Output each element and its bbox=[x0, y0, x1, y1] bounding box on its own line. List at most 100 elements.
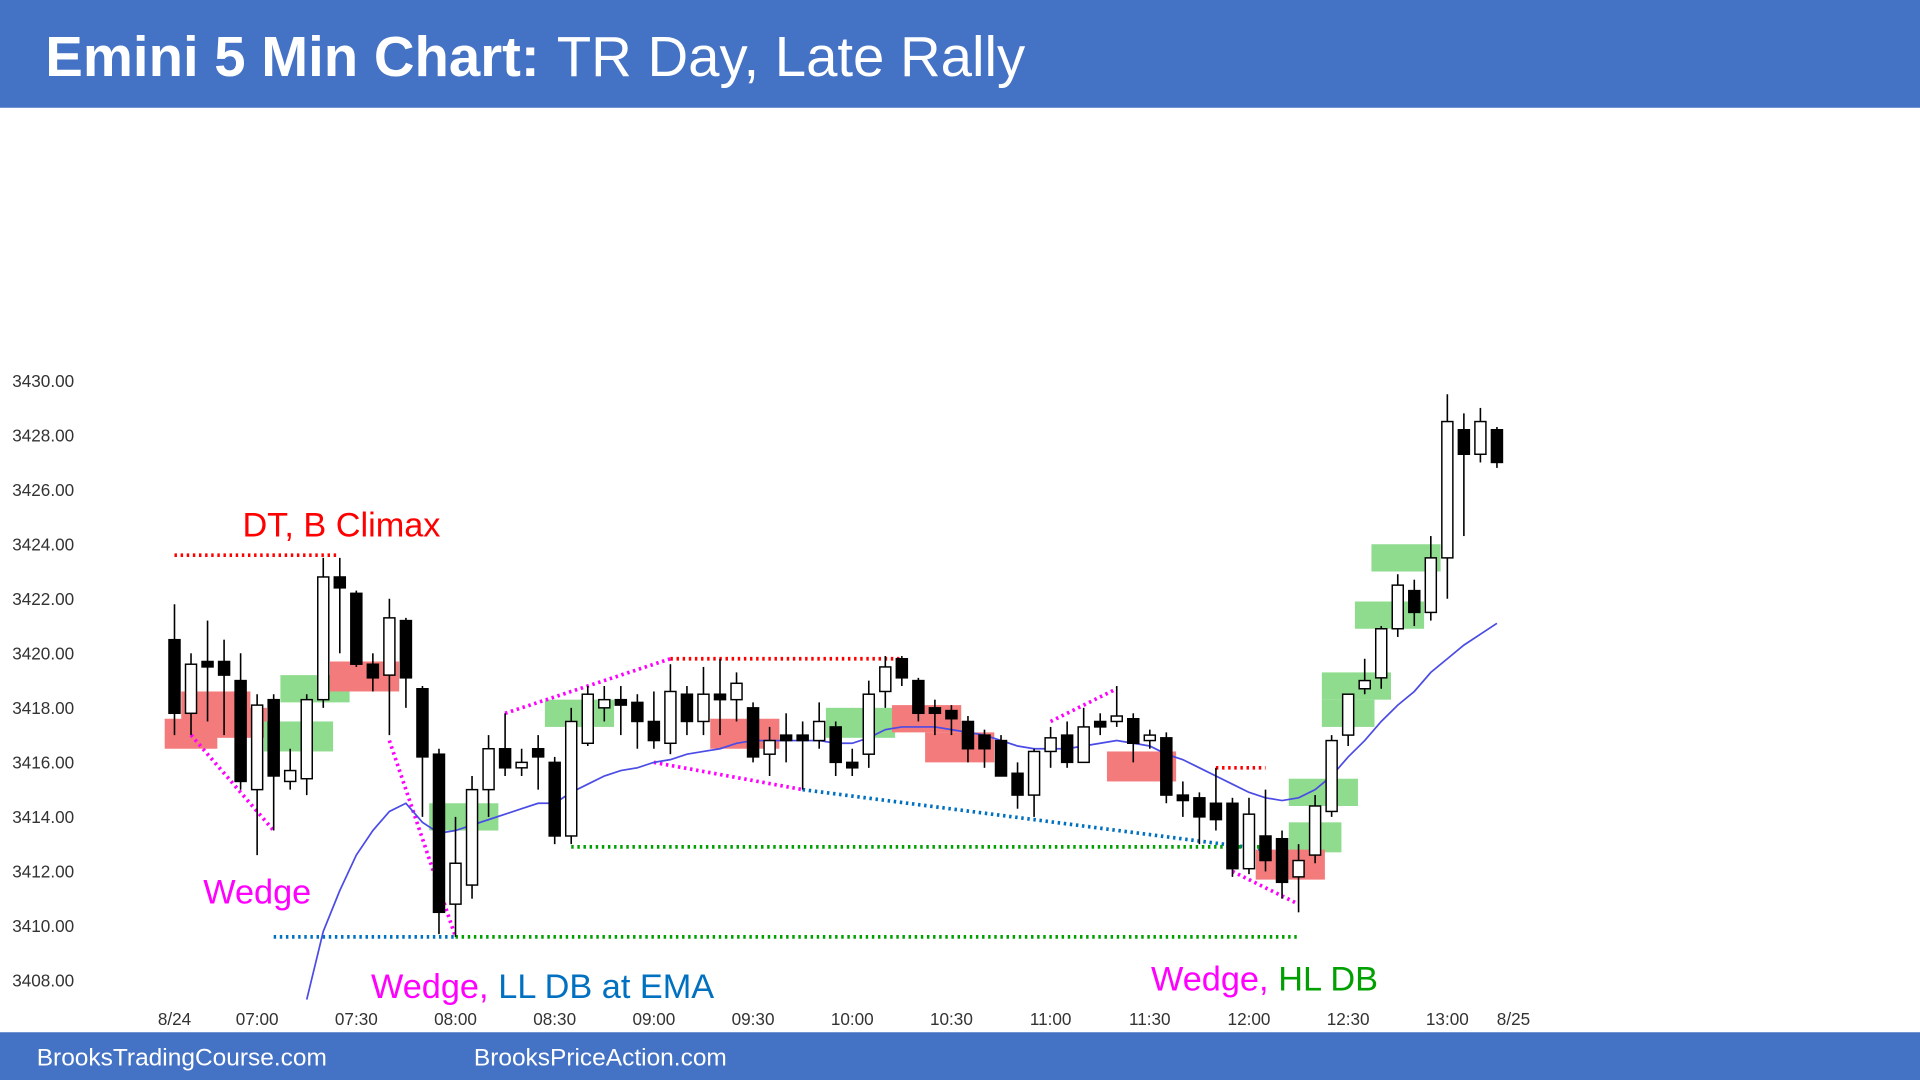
candle-body bbox=[895, 658, 909, 679]
annotation-line bbox=[653, 760, 803, 792]
candle-body bbox=[1292, 859, 1305, 878]
candle-body bbox=[829, 726, 842, 764]
candle-body bbox=[498, 748, 512, 769]
candle-body bbox=[168, 638, 181, 715]
candle-body bbox=[482, 748, 495, 791]
candle-body bbox=[1242, 813, 1256, 870]
candle-body bbox=[978, 734, 991, 750]
candle-body bbox=[317, 576, 330, 701]
candle-body bbox=[201, 660, 214, 668]
candle-body bbox=[267, 698, 280, 777]
candle-body bbox=[300, 698, 313, 780]
y-tick-label: 3422.00 bbox=[12, 589, 74, 609]
candle-body bbox=[730, 682, 743, 701]
candle-body bbox=[961, 720, 975, 750]
x-tick-label: 11:30 bbox=[1129, 1009, 1171, 1029]
y-tick-label: 3420.00 bbox=[12, 643, 74, 663]
candle-body bbox=[1110, 715, 1123, 723]
candle-body bbox=[283, 769, 297, 783]
candle-body bbox=[184, 663, 198, 715]
annotation-part: DT, B Climax bbox=[242, 506, 440, 544]
candle-body bbox=[350, 592, 363, 665]
x-tick-label: 09:30 bbox=[732, 1009, 775, 1029]
candle-body bbox=[1358, 679, 1371, 690]
candle-body bbox=[862, 693, 876, 755]
footer-text: BrooksPriceAction.com bbox=[474, 1044, 727, 1071]
annotation-part: Wedge, bbox=[371, 968, 488, 1006]
header-bar bbox=[0, 0, 1920, 108]
candle-body bbox=[1457, 428, 1471, 456]
candle-body bbox=[1127, 718, 1140, 745]
candle-body bbox=[333, 576, 347, 589]
y-tick-label: 3414.00 bbox=[12, 807, 74, 827]
candle-body bbox=[928, 707, 942, 715]
annotation: Wedge bbox=[203, 874, 311, 912]
x-tick-label: 08:00 bbox=[434, 1009, 477, 1029]
annotation: Wedge, LL DB at EMA bbox=[371, 968, 714, 1006]
annotation-line bbox=[189, 733, 276, 832]
candle-body bbox=[1408, 589, 1421, 614]
candle-body bbox=[1474, 420, 1487, 456]
candle-body bbox=[399, 619, 413, 679]
candle-body bbox=[1341, 693, 1355, 736]
x-tick-label: 13:00 bbox=[1426, 1009, 1469, 1029]
candle-body bbox=[846, 761, 859, 769]
annotation-part: LL DB at EMA bbox=[498, 968, 714, 1006]
y-tick-label: 3424.00 bbox=[12, 534, 74, 554]
annotation: Wedge, HL DB bbox=[1151, 961, 1378, 999]
candle-body bbox=[614, 698, 628, 706]
y-tick-label: 3412.00 bbox=[12, 862, 74, 882]
candle-body bbox=[779, 734, 793, 742]
ema-line bbox=[305, 622, 1498, 1000]
plot-area: 3408.00 3410.00 3412.00 3414.00 3416.00 3418.… bbox=[12, 371, 1530, 1029]
candle-body bbox=[548, 761, 561, 837]
candle-body bbox=[763, 739, 776, 755]
candle-body bbox=[1226, 802, 1239, 870]
candle-body bbox=[1441, 420, 1454, 559]
candle-body bbox=[515, 761, 528, 769]
candle-body bbox=[994, 739, 1008, 777]
header-title: Emini 5 Min Chart: TR Day, Late Rally bbox=[45, 25, 1026, 88]
candle-body bbox=[1011, 772, 1024, 796]
candle-body bbox=[1193, 797, 1206, 818]
y-tick-label: 3428.00 bbox=[12, 425, 74, 445]
footer-text: BrooksTradingCourse.com bbox=[37, 1044, 327, 1071]
candle-body bbox=[1093, 720, 1107, 728]
chart-title: Emini 5 Min Chart: bbox=[45, 25, 539, 88]
y-tick-label: 3418.00 bbox=[12, 698, 74, 718]
annotation-part: HL DB bbox=[1278, 961, 1378, 999]
annotation: DT, B Climax bbox=[242, 506, 440, 544]
y-tick-label: 3426.00 bbox=[12, 480, 74, 500]
x-tick-label: 10:30 bbox=[930, 1009, 973, 1029]
candle-body bbox=[879, 666, 892, 693]
candle-body bbox=[1424, 557, 1438, 614]
candle-body bbox=[598, 698, 611, 709]
candle-body bbox=[234, 679, 247, 783]
footer-bar bbox=[0, 1032, 1920, 1080]
candle-body bbox=[465, 788, 479, 886]
x-tick-label: 07:30 bbox=[335, 1009, 378, 1029]
candle-body bbox=[366, 663, 380, 679]
candle-body bbox=[631, 701, 644, 723]
x-tick-label: 10:00 bbox=[831, 1009, 874, 1029]
candle-body bbox=[1325, 739, 1338, 813]
candle-body bbox=[1209, 802, 1223, 821]
x-tick-label: 11:00 bbox=[1030, 1009, 1072, 1029]
candle-body bbox=[564, 720, 578, 837]
candle-body bbox=[680, 693, 694, 723]
candle-body bbox=[1160, 737, 1173, 796]
candle-body bbox=[432, 753, 446, 914]
candle-body bbox=[1308, 805, 1322, 856]
annotation-part: Wedge, bbox=[1151, 961, 1268, 999]
candle-body bbox=[1143, 734, 1157, 742]
candle-body bbox=[1275, 837, 1289, 884]
candle-body bbox=[217, 660, 231, 676]
x-tick-label: 8/25 bbox=[1497, 1009, 1530, 1029]
annotation-line bbox=[1231, 869, 1300, 906]
candle-body bbox=[1077, 726, 1090, 764]
candle-body bbox=[1060, 734, 1074, 764]
x-tick-label: 09:00 bbox=[632, 1009, 675, 1029]
y-tick-label: 3416.00 bbox=[12, 752, 74, 772]
